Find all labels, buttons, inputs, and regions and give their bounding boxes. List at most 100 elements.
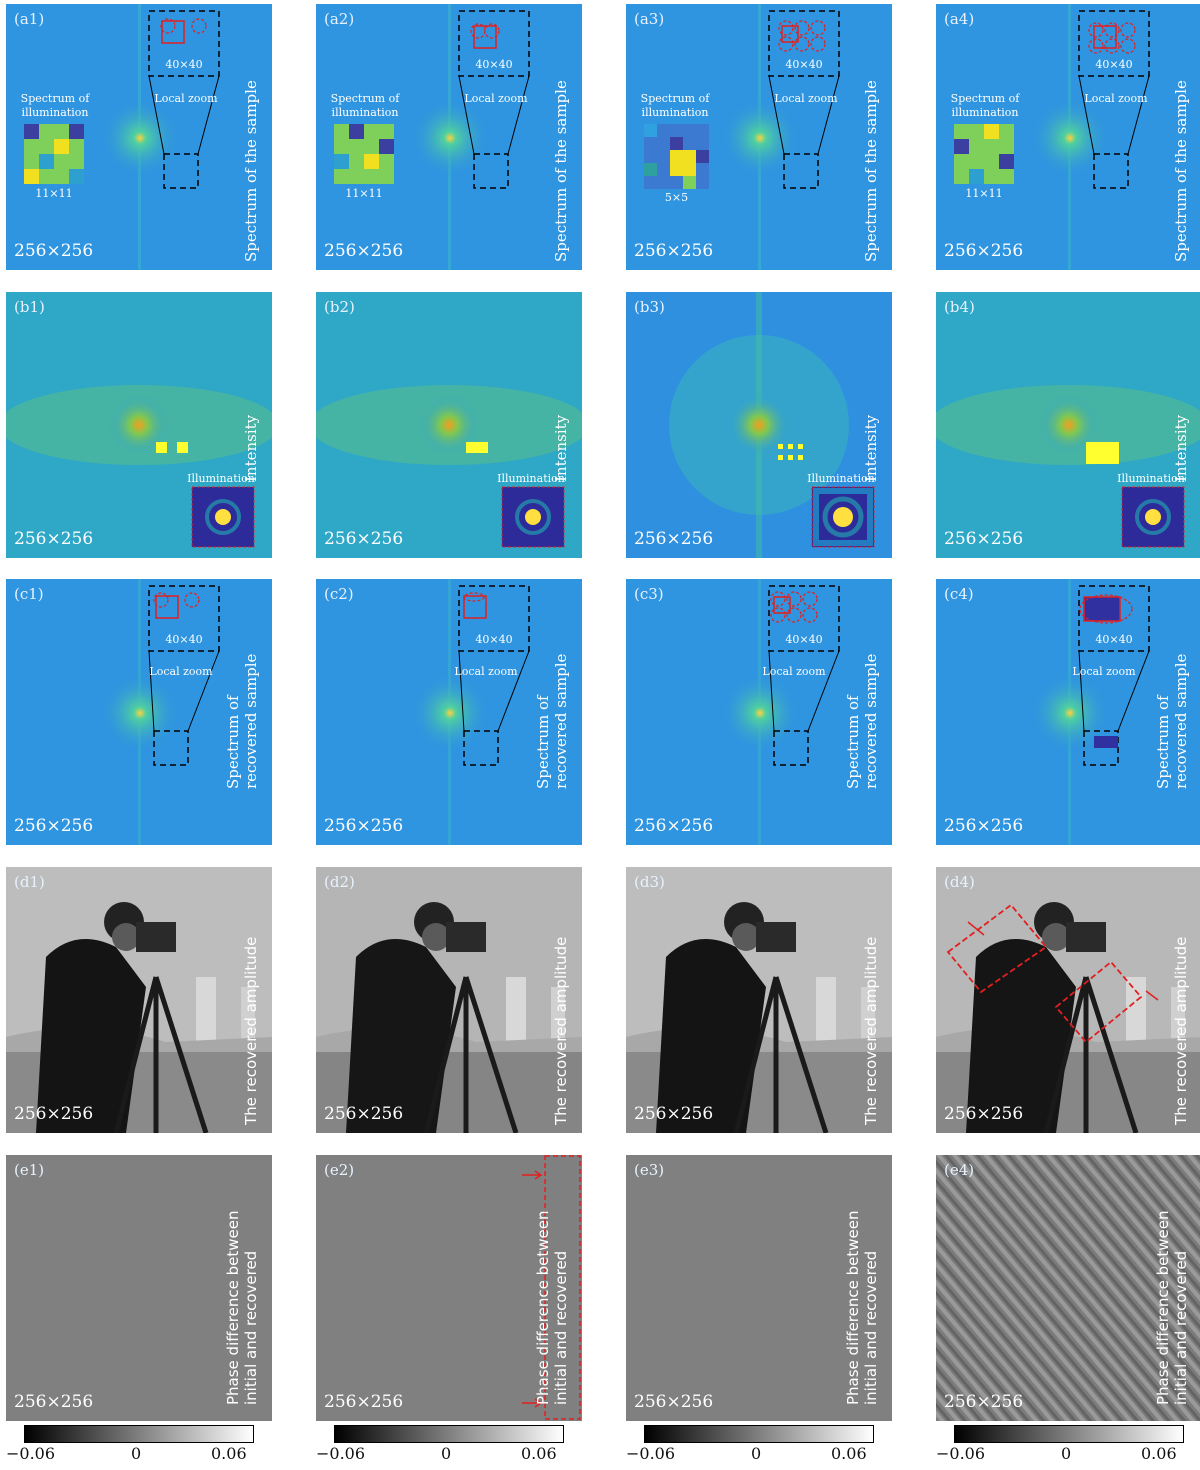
zoom-label: Local zoom bbox=[774, 92, 838, 105]
panel-b3: (b3) Illumination 256×256 Intensity bbox=[626, 292, 892, 558]
row-title: Spectrum of recovered sample bbox=[534, 653, 570, 789]
row-title: Intensity bbox=[552, 414, 570, 482]
panel-size: 256×256 bbox=[634, 241, 714, 261]
spectrum-image bbox=[316, 579, 582, 845]
colorbar-ticks: −0.06 0 0.06 bbox=[626, 1444, 876, 1466]
panel-c4: (c4) 40×40 Local zoom 256×256 Spectrum o… bbox=[936, 579, 1200, 845]
panel-d2: (d2) 256×256 The recovered amplitude bbox=[316, 867, 582, 1133]
tick-mid: 0 bbox=[441, 1444, 452, 1463]
spectrum-image bbox=[936, 579, 1200, 845]
panel-size: 256×256 bbox=[634, 1392, 714, 1412]
intensity-image bbox=[316, 292, 582, 558]
cameraman-image bbox=[316, 867, 582, 1133]
tick-min: −0.06 bbox=[316, 1444, 366, 1463]
panel-label: (e3) bbox=[634, 1161, 665, 1179]
panel-size: 256×256 bbox=[944, 1104, 1024, 1124]
panel-a2: (a2) 40×40 Local zoom Spectrum of illumi… bbox=[316, 4, 582, 270]
zoom-size: 40×40 bbox=[1095, 58, 1133, 71]
panel-c2: (c2) 40×40 Local zoom 256×256 Spectrum o… bbox=[316, 579, 582, 845]
panel-size: 256×256 bbox=[944, 1392, 1024, 1412]
panel-size: 256×256 bbox=[14, 241, 94, 261]
panel-a4: (a4) 40×40 Local zoom Spectrum of illumi… bbox=[936, 4, 1200, 270]
spectrum-image bbox=[626, 579, 892, 845]
panel-label: (c2) bbox=[324, 585, 354, 603]
spectrum-image bbox=[936, 4, 1200, 270]
panel-d1: (d1) 256×256 The recovered amplitude bbox=[6, 867, 272, 1133]
panel-size: 256×256 bbox=[634, 1104, 714, 1124]
panel-label: (a3) bbox=[634, 10, 665, 28]
zoom-size: 40×40 bbox=[1095, 633, 1133, 646]
panel-label: (e1) bbox=[14, 1161, 45, 1179]
illum-label-2: illumination bbox=[641, 106, 709, 119]
panel-label: (a2) bbox=[324, 10, 355, 28]
artifact-region bbox=[544, 1155, 581, 1420]
illum-size: 11×11 bbox=[345, 187, 383, 200]
panel-label: (c3) bbox=[634, 585, 664, 603]
zoom-label: Local zoom bbox=[1084, 92, 1148, 105]
panel-a1: (a1) 40×40 Local zoom Spectrum of illumi… bbox=[6, 4, 272, 270]
illumination-pattern bbox=[24, 124, 84, 184]
row-title: Phase difference between initial and reco… bbox=[534, 1210, 570, 1406]
zoom-size: 40×40 bbox=[165, 633, 203, 646]
row-title: The recovered amplitude bbox=[1172, 936, 1190, 1125]
zoom-size: 40×40 bbox=[475, 58, 513, 71]
panel-label: (c4) bbox=[944, 585, 974, 603]
illum-size: 5×5 bbox=[664, 191, 689, 204]
panel-label: (d2) bbox=[324, 873, 355, 891]
tick-max: 0.06 bbox=[1141, 1444, 1177, 1463]
panel-label: (b2) bbox=[324, 298, 355, 316]
panel-size: 256×256 bbox=[944, 816, 1024, 836]
panel-label: (a4) bbox=[944, 10, 975, 28]
panel-e4: (e4) 256×256 Phase difference between ini… bbox=[936, 1155, 1200, 1421]
illum-label-1: Spectrum of bbox=[950, 92, 1020, 105]
intensity-image bbox=[626, 292, 892, 558]
tick-mid: 0 bbox=[751, 1444, 762, 1463]
panel-a3: (a3) 40×40 Local zoom Spectrum of illumi… bbox=[626, 4, 892, 270]
spectrum-image bbox=[6, 4, 272, 270]
colorbar-ticks: −0.06 0 0.06 bbox=[936, 1444, 1186, 1466]
tick-min: −0.06 bbox=[936, 1444, 986, 1463]
panel-size: 256×256 bbox=[14, 816, 94, 836]
tick-mid: 0 bbox=[131, 1444, 142, 1463]
zoom-label: Local zoom bbox=[154, 92, 218, 105]
spectrum-image bbox=[626, 4, 892, 270]
panel-label: (e4) bbox=[944, 1161, 975, 1179]
colorbar-ticks: −0.06 0 0.06 bbox=[6, 1444, 256, 1466]
panel-size: 256×256 bbox=[944, 241, 1024, 261]
phase-diff-image bbox=[6, 1155, 272, 1421]
panel-size: 256×256 bbox=[634, 529, 714, 549]
colorbar-ticks: −0.06 0 0.06 bbox=[316, 1444, 566, 1466]
tick-max: 0.06 bbox=[211, 1444, 247, 1463]
phase-diff-image bbox=[316, 1155, 582, 1421]
illum-size: 11×11 bbox=[965, 187, 1003, 200]
zoom-label: Local zoom bbox=[464, 92, 528, 105]
illum-label: Illumination bbox=[1117, 472, 1185, 485]
zoom-size: 40×40 bbox=[165, 58, 203, 71]
phase-diff-image bbox=[626, 1155, 892, 1421]
panel-label: (b3) bbox=[634, 298, 665, 316]
cameraman-image bbox=[936, 867, 1200, 1133]
panel-e2: (e2) 256×256 Phase difference between ini… bbox=[316, 1155, 582, 1421]
illum-label: Illumination bbox=[497, 472, 565, 485]
panel-e1: (e1) 256×256 Phase difference between ini… bbox=[6, 1155, 272, 1421]
illum-label-1: Spectrum of bbox=[20, 92, 90, 105]
panel-label: (b1) bbox=[14, 298, 45, 316]
zoom-label: Local zoom bbox=[762, 665, 826, 678]
panel-size: 256×256 bbox=[634, 816, 714, 836]
intensity-image bbox=[6, 292, 272, 558]
panel-e3: (e3) 256×256 Phase difference between ini… bbox=[626, 1155, 892, 1421]
tick-min: −0.06 bbox=[626, 1444, 676, 1463]
row-title: Spectrum of the sample bbox=[552, 80, 570, 262]
panel-label: (b4) bbox=[944, 298, 975, 316]
panel-size: 256×256 bbox=[944, 529, 1024, 549]
row-title: The recovered amplitude bbox=[242, 936, 260, 1125]
zoom-size: 40×40 bbox=[785, 633, 823, 646]
panel-size: 256×256 bbox=[324, 241, 404, 261]
colorbar bbox=[644, 1425, 874, 1443]
colorbar bbox=[334, 1425, 564, 1443]
row-title: Spectrum of the sample bbox=[242, 80, 260, 262]
tick-max: 0.06 bbox=[521, 1444, 557, 1463]
tick-min: −0.06 bbox=[6, 1444, 56, 1463]
row-title: Intensity bbox=[1172, 414, 1190, 482]
panel-size: 256×256 bbox=[14, 1104, 94, 1124]
